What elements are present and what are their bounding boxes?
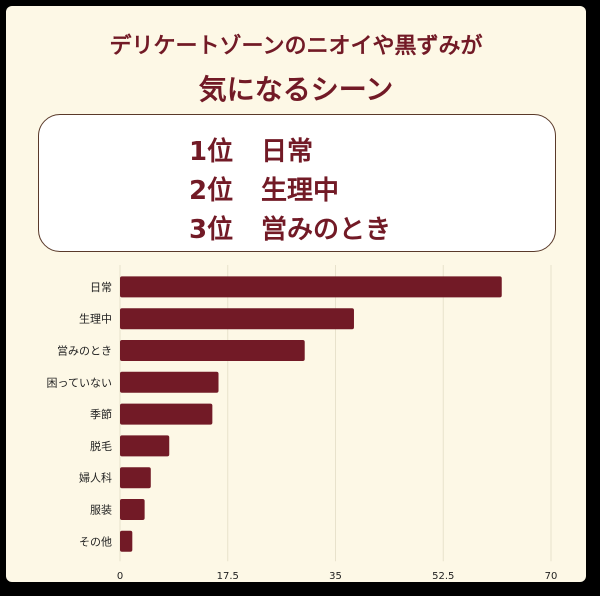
ranking-box: 1位 日常 2位 生理中 3位 営みのとき [38,114,556,252]
ranking-item-3: 営みのとき [261,215,392,245]
ranking-item-2: 生理中 [261,176,340,206]
x-tick-label: 70 [545,571,558,582]
bar [120,371,219,393]
category-label: その他 [79,535,112,548]
bar-chart: 0 17.5 35 52.5 70 日常生理中営みのとき困っていない季節脱毛婦人科服装その… [47,265,558,582]
bar [120,467,151,489]
headline-line2: 気になるシーン [198,73,394,106]
ranking-place-1: 1位 [189,137,234,167]
x-tick-label: 17.5 [217,571,239,582]
category-label: 脱毛 [90,439,112,453]
bar [120,499,145,520]
category-label: 季節 [90,407,112,421]
x-tick-label: 0 [117,571,123,582]
ranking-row-2: 2位 生理中 [189,170,339,207]
x-tick-label: 35 [329,571,342,582]
category-label: 日常 [90,281,112,294]
bar [120,308,354,330]
bar [120,403,213,425]
bar [120,530,133,552]
category-label: 営みのとき [57,344,112,358]
ranking-row-1: 1位 日常 [189,131,313,168]
category-label: 困っていない [47,376,112,389]
ranking-place-3: 3位 [189,215,234,245]
infographic-card: デリケートゾーンのニオイや黒ずみが 気になるシーン 1位 日常 2位 生理中 3位営… [6,6,586,582]
category-label: 婦人科 [79,471,112,485]
headline-line1: デリケートゾーンのニオイや黒ずみが [109,34,483,59]
bar [120,435,170,457]
ranking-row-3: 3位 営みのとき [189,209,391,246]
bar [120,276,502,298]
ranking-item-1: 日常 [261,137,314,167]
ranking-place-2: 2位 [189,176,234,206]
category-label: 生理中 [79,312,112,326]
bar [120,340,305,361]
x-tick-label: 52.5 [432,571,454,582]
category-label: 服装 [90,504,112,517]
